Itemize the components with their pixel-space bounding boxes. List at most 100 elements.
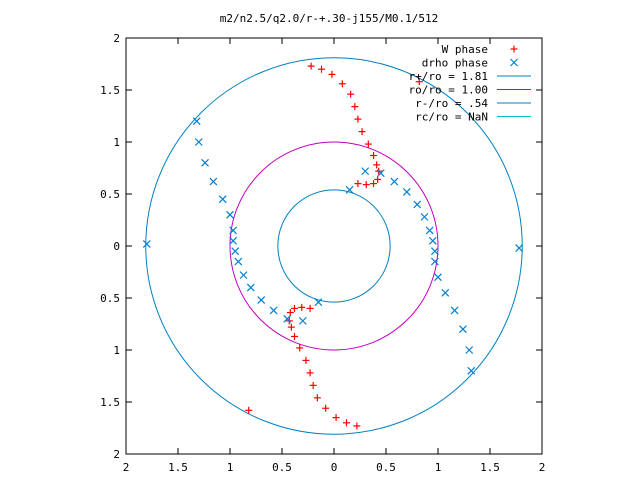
w-phase-point [362,181,370,189]
w-phase-point [370,180,378,188]
w-phase-point [318,65,326,73]
drho-phase-point [413,200,422,209]
w-phase-point [286,309,294,317]
legend-marker [510,45,518,53]
drho-phase-point [229,236,238,245]
drho-phase-point [467,366,476,375]
legend-label: r-/ro = .54 [415,97,488,110]
drho-phase-point [257,296,266,305]
w-phase-point [358,128,366,136]
x-tick-label: 1.5 [480,461,500,474]
y-tick-label: 2 [113,448,120,461]
w-phase-point [307,62,315,70]
w-phase-point [287,323,295,331]
y-tick-label: 0.5 [100,188,120,201]
w-phase-point [353,422,361,430]
w-phase-point [373,161,381,169]
drho-phase-point [231,247,240,256]
drho-phase-point [283,314,292,323]
drho-phase-point [430,247,439,256]
legend-marker [510,58,518,67]
y-tick-label: 1.5 [100,396,120,409]
drho-phase-point [218,195,227,204]
w-phase-point [302,356,310,364]
drho-phase-point [226,210,234,219]
radius-circle [229,141,439,351]
w-phase-point [374,175,382,183]
drho-phase-point [209,177,218,186]
drho-phase-point [459,325,467,334]
w-phase-point [322,404,330,412]
w-phase-point [245,406,253,414]
y-tick-label: 1.5 [100,84,120,97]
legend-label: r+/ro = 1.81 [409,70,488,83]
y-tick-label: 1 [113,136,120,149]
w-phase-point [354,180,362,188]
w-phase-point [364,140,372,148]
w-phase-point [338,80,346,88]
drho-phase-point [314,298,323,307]
legend-label: ro/ro = 1.00 [409,84,488,97]
x-tick-label: 1 [227,461,234,474]
w-phase-point [298,303,306,311]
y-tick-label: 2 [113,32,120,45]
w-phase-point [354,115,362,123]
x-tick-label: 2 [123,461,130,474]
drho-phase-point [390,177,399,186]
drho-phase-point [515,244,524,253]
x-tick-label: 1.5 [168,461,188,474]
x-tick-label: 0 [331,461,338,474]
drho-phase-point [441,288,450,297]
drho-phase-point [430,257,439,266]
drho-phase-point [465,346,474,354]
w-phase-point [332,414,340,422]
w-phase-point [351,103,359,111]
y-tick-label: 1 [113,344,120,357]
drho-phase-point [450,306,459,315]
x-tick-label: 1 [435,461,442,474]
data-points [142,62,524,430]
drho-phase-point [201,158,209,167]
x-tick-label: 2 [539,461,546,474]
w-phase-point [306,369,314,377]
drho-phase-point [298,316,307,325]
drho-phase-point [246,283,255,292]
radius-circle [277,189,391,303]
w-phase-point [290,332,298,340]
w-phase-point [347,90,355,98]
x-tick-label: 0.5 [376,461,396,474]
drho-phase-point [229,226,238,235]
legend-label: drho phase [422,57,488,70]
drho-phase-point [142,239,151,248]
w-phase-point [342,419,350,427]
drho-phase-point [425,226,434,235]
drho-phase-point [361,167,370,176]
y-tick-label: 0 [113,240,120,253]
x-tick-label: 0.5 [272,461,292,474]
w-phase-point [309,381,317,389]
drho-phase-point [239,271,248,280]
drho-phase-point [428,236,437,245]
w-phase-point [290,304,298,312]
drho-phase-point [420,212,429,221]
drho-phase-point [376,169,385,178]
w-phase-point [313,394,321,402]
w-phase-point [306,304,314,312]
y-tick-label: 0.5 [100,292,120,305]
legend-label: W phase [442,43,488,56]
radius-circles [145,57,523,435]
drho-phase-point [269,306,278,315]
w-phase-point [415,78,423,86]
w-phase-point [370,152,378,160]
drho-phase-point [192,117,201,126]
w-phase-point [328,70,336,78]
radius-circle [145,57,523,435]
drho-phase-point [194,138,203,146]
drho-phase-point [402,187,411,196]
axis-ticks: 2 1.5 1 0.5 0 0.5 1 1.5 221.510.500.511.52 [100,32,545,474]
chart-title: m2/n2.5/q2.0/r-+.30-j155/M0.1/512 [220,12,439,25]
drho-phase-point [234,257,243,266]
w-phase-point [296,344,304,352]
